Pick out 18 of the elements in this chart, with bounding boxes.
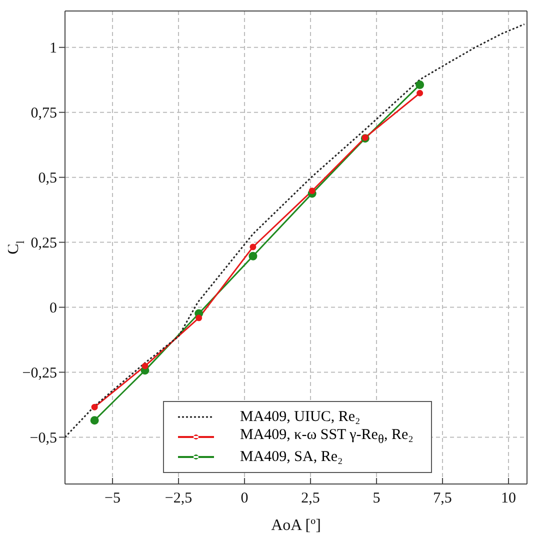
y-tick-label: 0,5 [38,170,57,187]
y-tick-label: 1 [50,40,57,57]
x-tick-label: 5 [372,490,380,507]
x-tick-label: −2,5 [164,490,192,507]
x-tick-label: −5 [104,490,121,507]
x-tick-label: 0 [240,490,248,507]
legend-label: MA409, UIUC, Re₂ [240,408,360,426]
y-tick-label: 0,75 [30,106,57,122]
x-axis-title: AoA [º] [271,517,321,534]
x-tick-label: 7,5 [433,490,452,507]
y-tick-label: 0 [50,300,57,317]
x-tick-label: 2,5 [301,490,320,507]
x-tick-label: 10 [501,490,516,507]
y-tick-label: 0,25 [30,236,57,252]
y-tick-label: −0,25 [22,366,57,382]
legend-label: MA409, κ-ω SST γ-Re$_{θ}$, Re₂ [240,426,414,448]
legend-label: MA409, SA, Re₂ [240,448,343,466]
y-tick-label: −0,5 [30,430,57,447]
